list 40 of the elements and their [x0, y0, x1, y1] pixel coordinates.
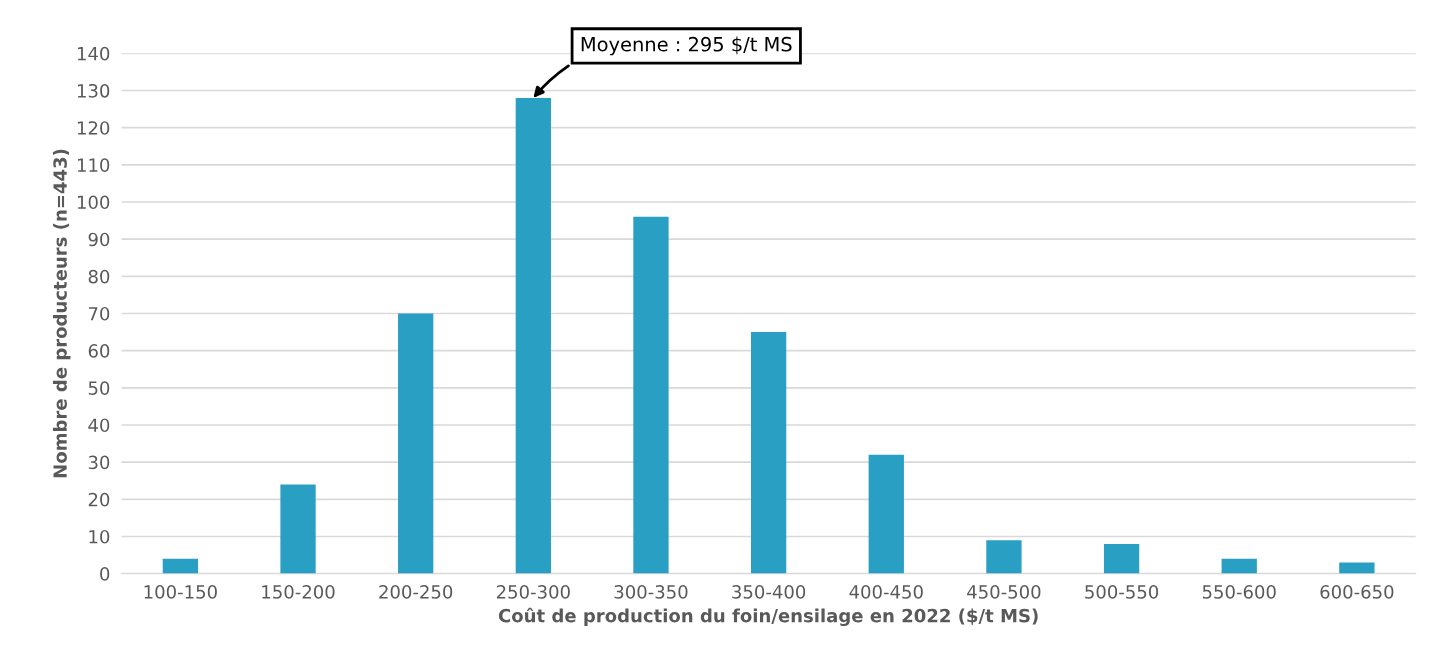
x-tick-label: 600-650 — [1320, 585, 1394, 599]
bar — [750, 332, 787, 574]
y-tick-label: 10 — [89, 529, 110, 544]
x-tick-label: 450-500 — [967, 585, 1041, 599]
bar — [1103, 543, 1140, 574]
bar — [280, 484, 316, 574]
bar — [633, 216, 669, 574]
y-tick-label: 20 — [88, 492, 110, 507]
y-tick-label: 30 — [88, 455, 110, 470]
bar — [986, 540, 1022, 574]
bar — [162, 558, 199, 574]
x-axis-title: Coût de production du foin/ensilage en 2022 ($/t MS) — [498, 607, 1038, 627]
x-tick-label: 550-600 — [1202, 585, 1276, 599]
y-tick-label: 130 — [77, 83, 110, 98]
x-tick-label: 350-400 — [732, 585, 806, 599]
x-tick-label: 250-300 — [496, 585, 570, 599]
y-tick-label: 110 — [77, 158, 110, 172]
x-tick-label: 500-550 — [1085, 585, 1159, 599]
x-tick-label: 400-450 — [849, 585, 923, 599]
bar — [1221, 558, 1257, 574]
annotation: Moyenne : 295 $/t MS — [581, 36, 792, 56]
bar — [398, 313, 434, 574]
bar — [1339, 562, 1375, 574]
y-axis-title: Nombre de producteurs (n=443) — [52, 149, 71, 478]
x-tick-label: 100-150 — [144, 585, 217, 599]
y-tick-label: 70 — [88, 306, 110, 321]
y-tick-label: 0 — [100, 567, 110, 581]
y-tick-label: 120 — [77, 121, 110, 135]
y-tick-label: 40 — [88, 418, 110, 433]
x-tick-label: 200-250 — [379, 585, 453, 599]
x-tick-label: 150-200 — [262, 585, 335, 599]
bar — [515, 97, 551, 574]
y-tick-label: 140 — [77, 46, 110, 61]
y-tick-label: 60 — [88, 344, 110, 358]
y-tick-label: 80 — [88, 269, 110, 284]
y-tick-label: 90 — [88, 232, 110, 247]
y-tick-label: 100 — [77, 195, 110, 210]
bar — [868, 454, 904, 574]
x-tick-label: 300-350 — [614, 585, 688, 599]
y-tick-label: 50 — [88, 381, 110, 395]
